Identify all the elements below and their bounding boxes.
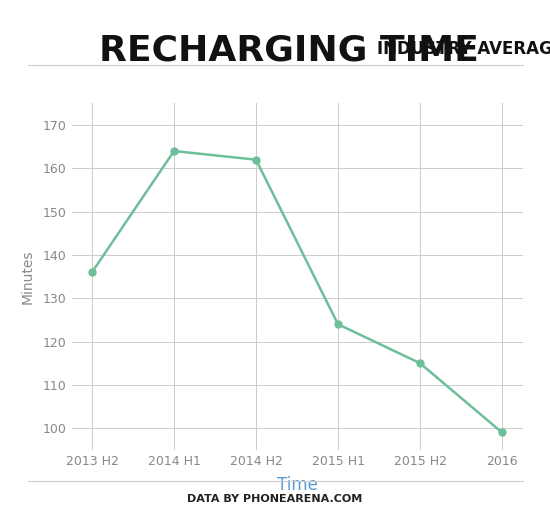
Text: DATA BY PHONEARENA.COM: DATA BY PHONEARENA.COM <box>188 494 362 504</box>
X-axis label: Time: Time <box>277 476 317 494</box>
Text: RECHARGING TIME: RECHARGING TIME <box>99 34 479 68</box>
Text: INDUSTRY AVERAGE: INDUSTRY AVERAGE <box>377 40 550 58</box>
Y-axis label: Minutes: Minutes <box>20 249 35 304</box>
